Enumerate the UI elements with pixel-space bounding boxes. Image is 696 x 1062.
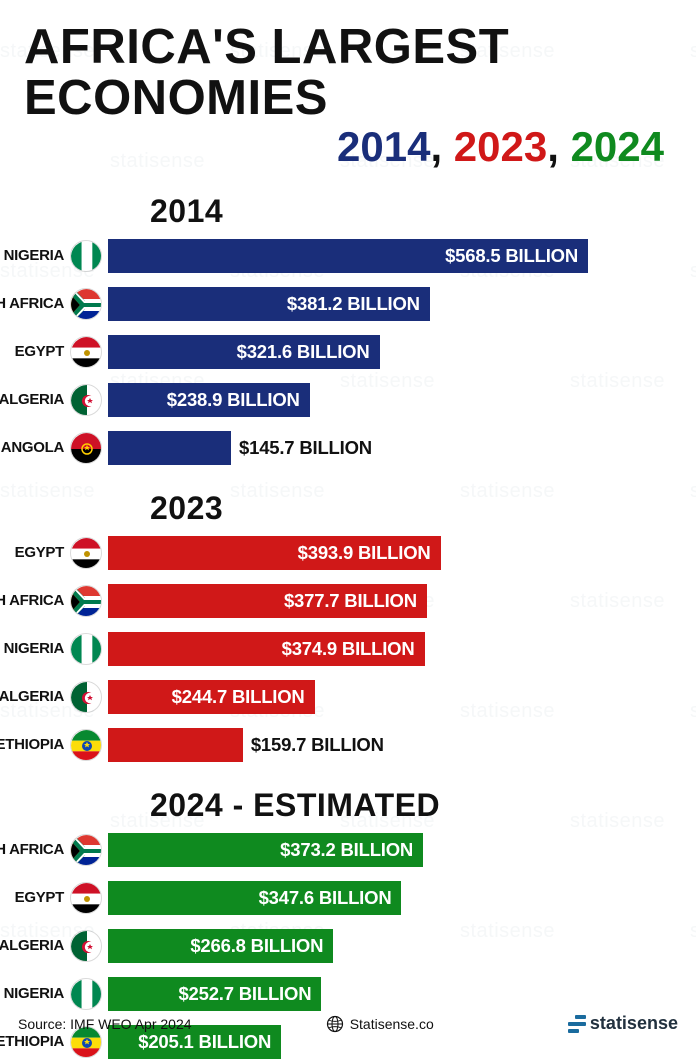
bar: $347.6 BILLION — [108, 881, 401, 915]
brand-logo: statisense — [568, 1013, 678, 1034]
bar-value: $159.7 BILLION — [251, 734, 384, 756]
chart-groups: 2014 NIGERIA$568.5 BILLION SOUTH AFRICA$38… — [24, 193, 672, 1062]
bar: $244.7 BILLION — [108, 680, 315, 714]
country-label: NIGERIA — [4, 640, 64, 657]
bar: $238.9 BILLION — [108, 383, 310, 417]
bar-value: $568.5 BILLION — [445, 245, 578, 267]
bar-row: EGYPT$347.6 BILLION — [108, 878, 672, 918]
bar-value: $244.7 BILLION — [172, 686, 305, 708]
country-label: EGYPT — [15, 889, 64, 906]
site-label: Statisense.co — [350, 1016, 434, 1032]
logo-mark-icon — [568, 1015, 586, 1033]
bar-row: EGYPT$321.6 BILLION — [108, 332, 672, 372]
group-title: 2024 - ESTIMATED — [150, 787, 672, 824]
bar: $374.9 BILLION — [108, 632, 425, 666]
country-label: ANGOLA — [1, 439, 64, 456]
bar-value: $393.9 BILLION — [298, 542, 431, 564]
source-text: Source: IMF WEO Apr 2024 — [18, 1016, 192, 1032]
bar: $321.6 BILLION — [108, 335, 380, 369]
globe-icon — [326, 1015, 344, 1033]
bar-row: ALGERIA$244.7 BILLION — [108, 677, 672, 717]
bar-value: $374.9 BILLION — [282, 638, 415, 660]
years-subtitle: 2014, 2023, 2024 — [24, 123, 664, 171]
bar-value: $381.2 BILLION — [287, 293, 420, 315]
country-label: ETHIOPIA — [0, 736, 64, 753]
bar-value: $145.7 BILLION — [239, 437, 372, 459]
bar: $381.2 BILLION — [108, 287, 430, 321]
group-2014: 2014 NIGERIA$568.5 BILLION SOUTH AFRICA$38… — [24, 193, 672, 468]
group-title: 2014 — [150, 193, 672, 230]
country-label: ALGERIA — [0, 391, 64, 408]
bar-row: ETHIOPIA$159.7 BILLION — [108, 725, 672, 765]
bar-row: ANGOLA$145.7 BILLION — [108, 428, 672, 468]
bar-row: NIGERIA$252.7 BILLION — [108, 974, 672, 1014]
bar-row: SOUTH AFRICA$377.7 BILLION — [108, 581, 672, 621]
bar: $252.7 BILLION — [108, 977, 321, 1011]
bar-value: $238.9 BILLION — [167, 389, 300, 411]
year-2024: 2024 — [571, 123, 664, 170]
country-label: EGYPT — [15, 544, 64, 561]
bar: $266.8 BILLION — [108, 929, 333, 963]
flag-icon — [70, 681, 102, 713]
flag-icon — [70, 882, 102, 914]
bar-row: SOUTH AFRICA$373.2 BILLION — [108, 830, 672, 870]
flag-icon — [70, 336, 102, 368]
bar-value: $266.8 BILLION — [190, 935, 323, 957]
bar: $373.2 BILLION — [108, 833, 423, 867]
flag-icon — [70, 384, 102, 416]
country-label: NIGERIA — [4, 247, 64, 264]
flag-icon — [70, 585, 102, 617]
year-2023: 2023 — [454, 123, 547, 170]
flag-icon — [70, 432, 102, 464]
country-label: ALGERIA — [0, 937, 64, 954]
flag-icon — [70, 729, 102, 761]
flag-icon — [70, 930, 102, 962]
bar-row: NIGERIA$374.9 BILLION — [108, 629, 672, 669]
bar-value: $377.7 BILLION — [284, 590, 417, 612]
group-2023: 2023 EGYPT$393.9 BILLION SOUTH AFRICA$377.… — [24, 490, 672, 765]
bar-row: ALGERIA$238.9 BILLION — [108, 380, 672, 420]
flag-icon — [70, 978, 102, 1010]
bar-value: $205.1 BILLION — [138, 1031, 271, 1053]
flag-icon — [70, 834, 102, 866]
bar-row: NIGERIA$568.5 BILLION — [108, 236, 672, 276]
country-label: ALGERIA — [0, 688, 64, 705]
bar: $393.9 BILLION — [108, 536, 441, 570]
country-label: SOUTH AFRICA — [0, 841, 64, 858]
flag-icon — [70, 633, 102, 665]
footer-site: Statisense.co — [326, 1015, 434, 1033]
main-title: AFRICA'S LARGEST ECONOMIES — [24, 22, 672, 125]
group-title: 2023 — [150, 490, 672, 527]
bar-value: $373.2 BILLION — [280, 839, 413, 861]
flag-icon — [70, 537, 102, 569]
bar: $145.7 BILLION — [108, 431, 231, 465]
brand-name: statisense — [590, 1013, 678, 1034]
bar: $568.5 BILLION — [108, 239, 588, 273]
bar-value: $321.6 BILLION — [237, 341, 370, 363]
bar: $377.7 BILLION — [108, 584, 427, 618]
footer: Source: IMF WEO Apr 2024 Statisense.co s… — [18, 1013, 678, 1034]
bar-value: $252.7 BILLION — [178, 983, 311, 1005]
flag-icon — [70, 240, 102, 272]
country-label: SOUTH AFRICA — [0, 592, 64, 609]
content-area: AFRICA'S LARGEST ECONOMIES 2014, 2023, 2… — [0, 0, 696, 1062]
bar-row: SOUTH AFRICA$381.2 BILLION — [108, 284, 672, 324]
bar-row: EGYPT$393.9 BILLION — [108, 533, 672, 573]
bar-value: $347.6 BILLION — [259, 887, 392, 909]
country-label: EGYPT — [15, 343, 64, 360]
bar: $159.7 BILLION — [108, 728, 243, 762]
year-2014: 2014 — [337, 123, 430, 170]
bar-row: ALGERIA$266.8 BILLION — [108, 926, 672, 966]
flag-icon — [70, 288, 102, 320]
country-label: SOUTH AFRICA — [0, 295, 64, 312]
country-label: NIGERIA — [4, 985, 64, 1002]
